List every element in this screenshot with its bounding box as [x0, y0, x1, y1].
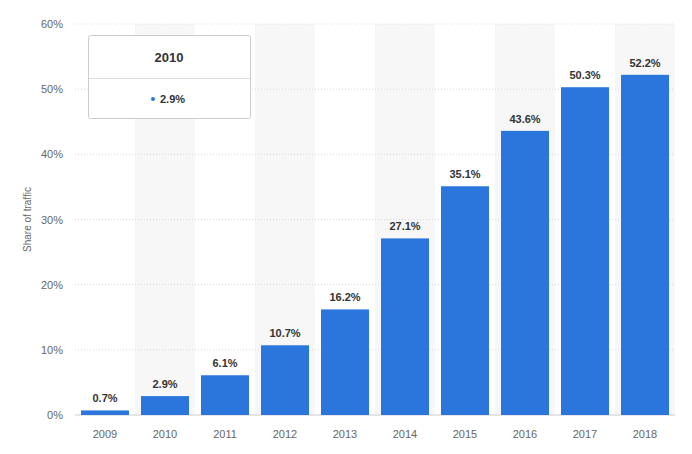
data-label: 6.1% — [212, 357, 237, 369]
y-tick-label: 10% — [41, 344, 63, 356]
bar — [81, 410, 129, 415]
bar — [261, 345, 309, 415]
background-band — [615, 24, 675, 415]
x-tick-label: 2016 — [513, 428, 537, 440]
chart-svg: 0% 10% 20% 30% 40% 50% 60% Share of traffic 0.7%… — [0, 0, 692, 454]
bar — [501, 131, 549, 415]
bars — [81, 75, 669, 415]
tooltip-value: 2.9% — [160, 93, 185, 105]
x-tick-label: 2018 — [633, 428, 657, 440]
y-tick-label: 20% — [41, 279, 63, 291]
tooltip-title: 2010 — [155, 50, 184, 65]
y-tick-label: 60% — [41, 18, 63, 30]
tooltip-divider — [89, 78, 250, 79]
x-tick-label: 2013 — [333, 428, 357, 440]
bar — [561, 87, 609, 415]
data-label: 50.3% — [569, 69, 600, 81]
data-label: 52.2% — [629, 57, 660, 69]
y-tick-label: 0% — [47, 409, 63, 421]
data-label: 35.1% — [449, 168, 480, 180]
x-tick-label: 2017 — [573, 428, 597, 440]
y-axis-label: Share of traffic — [22, 187, 33, 252]
tooltip-box — [89, 36, 251, 119]
data-label: 27.1% — [389, 220, 420, 232]
x-tick-label: 2009 — [93, 428, 117, 440]
y-tick-label: 40% — [41, 148, 63, 160]
bar — [621, 75, 669, 415]
x-tick-label: 2011 — [213, 428, 237, 440]
chart-container: 0% 10% 20% 30% 40% 50% 60% Share of traffic 0.7%… — [0, 0, 692, 454]
x-axis: 2009 2010 2011 2012 2013 2014 2015 2016 2017 2018 — [93, 428, 657, 440]
data-label: 43.6% — [509, 113, 540, 125]
y-tick-label: 50% — [41, 83, 63, 95]
data-label: 10.7% — [269, 327, 300, 339]
bar — [201, 375, 249, 415]
y-axis: 0% 10% 20% 30% 40% 50% 60% — [41, 18, 675, 421]
grid-line — [75, 24, 675, 25]
x-tick-label: 2014 — [393, 428, 417, 440]
bar — [381, 238, 429, 415]
data-label: 2.9% — [152, 378, 177, 390]
tooltip: 2010 2.9% — [89, 36, 251, 119]
data-label: 16.2% — [329, 291, 360, 303]
x-tick-label: 2012 — [273, 428, 297, 440]
bar — [321, 309, 369, 415]
bar — [141, 396, 189, 415]
background-band — [495, 24, 555, 415]
x-tick-label: 2015 — [453, 428, 477, 440]
y-tick-label: 30% — [41, 214, 63, 226]
tooltip-marker — [151, 97, 155, 101]
x-tick-label: 2010 — [153, 428, 177, 440]
data-label: 0.7% — [92, 392, 117, 404]
bar — [441, 186, 489, 415]
